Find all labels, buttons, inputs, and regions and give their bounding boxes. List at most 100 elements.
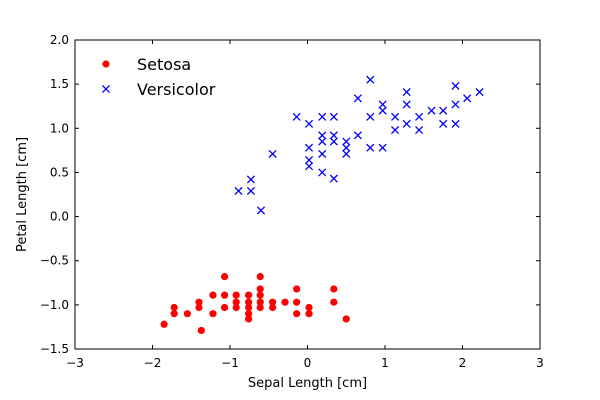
versicolor-point [439, 106, 448, 115]
versicolor-point-stroke-b [439, 106, 448, 115]
versicolor-point [342, 149, 351, 158]
versicolor-point [415, 112, 424, 121]
versicolor-point-stroke-b [329, 131, 338, 140]
versicolor-point-stroke-b [342, 149, 351, 158]
versicolor-point [318, 131, 327, 140]
x-tick-label: 1 [381, 356, 389, 370]
setosa-point [245, 298, 253, 306]
legend: Setosa Versicolor [101, 55, 216, 99]
y-tick-label: −1.0 [40, 298, 69, 312]
versicolor-point-stroke-b [342, 137, 351, 146]
y-tick-label: 0.0 [50, 210, 69, 224]
versicolor-point [402, 100, 411, 109]
versicolor-point [256, 206, 266, 215]
versicolor-point-stroke-b [415, 112, 424, 121]
versicolor-point-stroke-b [304, 162, 314, 171]
versicolor-point [427, 106, 436, 115]
versicolor-point-stroke-b [318, 112, 327, 121]
x-tick-label: −1 [221, 356, 239, 370]
legend-marker-setosa [102, 60, 110, 68]
versicolor-point-stroke-b [329, 112, 338, 121]
setosa-point [245, 291, 253, 299]
versicolor-point [329, 131, 338, 140]
versicolor-point-stroke-b [415, 125, 424, 135]
setosa-point [220, 303, 229, 312]
setosa-point [293, 310, 301, 318]
versicolor-point [246, 175, 255, 184]
versicolor-point [268, 149, 277, 158]
legend-marker-versicolor-stroke-b [101, 84, 111, 94]
versicolor-point-stroke-b [246, 175, 255, 184]
versicolor-point-stroke-b [329, 174, 338, 183]
versicolor-point [304, 143, 314, 152]
versicolor-point [463, 94, 472, 103]
versicolor-point [318, 168, 327, 177]
setosa-point [245, 303, 253, 312]
versicolor-point-stroke-b [402, 119, 411, 128]
versicolor-point [402, 119, 411, 128]
versicolor-point-stroke-b [318, 149, 327, 158]
versicolor-point-stroke-b [353, 94, 362, 103]
versicolor-point-stroke-b [234, 186, 243, 196]
versicolor-point-stroke-b [342, 143, 351, 152]
versicolor-point [391, 112, 400, 121]
setosa-point [256, 298, 264, 306]
versicolor-point [451, 119, 460, 128]
versicolor-point-stroke-b [366, 112, 375, 121]
setosa-point [330, 285, 338, 293]
axis-ticks: −3 −2 −1 0 1 2 3 −1.5 −1.0 −0.5 0.0 0.5 1.0 1.5 2.0 [40, 33, 544, 370]
versicolor-point [402, 88, 411, 97]
versicolor-point [378, 106, 387, 115]
versicolor-point [475, 88, 484, 97]
setosa-point [245, 315, 253, 323]
versicolor-point-stroke-b [391, 112, 400, 121]
versicolor-point [246, 186, 255, 196]
versicolor-point-stroke-b [304, 119, 314, 128]
setosa-point [256, 291, 264, 299]
legend-label-setosa: Setosa [137, 55, 191, 74]
setosa-point [342, 315, 350, 323]
versicolor-point [378, 143, 387, 152]
versicolor-point [439, 119, 448, 128]
versicolor-point-stroke-b [427, 106, 436, 115]
setosa-point [195, 298, 203, 306]
versicolor-point-stroke-b [366, 75, 375, 84]
setosa-point [209, 310, 217, 318]
versicolor-point-stroke-b [318, 131, 327, 140]
setosa-point [330, 298, 338, 306]
setosa-point [269, 298, 277, 306]
versicolor-point-stroke-b [304, 156, 314, 165]
y-tick-label: −0.5 [40, 254, 69, 268]
versicolor-point [451, 81, 460, 90]
versicolor-point-stroke-b [329, 137, 338, 146]
setosa-point [197, 326, 205, 335]
setosa-point [170, 303, 178, 312]
setosa-point [256, 273, 264, 281]
versicolor-point-stroke-b [353, 131, 362, 140]
versicolor-point-stroke-b [366, 143, 375, 152]
versicolor-point-stroke-b [378, 106, 387, 115]
versicolor-point [391, 125, 400, 135]
y-tick-label: 1.0 [50, 121, 69, 135]
versicolor-point-stroke-b [439, 119, 448, 128]
setosa-point [269, 303, 277, 312]
versicolor-point [318, 149, 327, 158]
versicolor-point-stroke-b [463, 94, 472, 103]
versicolor-point [304, 162, 314, 171]
data-marks [160, 75, 484, 335]
setosa-point [183, 310, 191, 318]
versicolor-point [329, 112, 338, 121]
y-tick-label: 2.0 [50, 33, 69, 47]
versicolor-point-stroke-b [391, 125, 400, 135]
versicolor-point [342, 143, 351, 152]
versicolor-point-stroke-b [451, 81, 460, 90]
versicolor-point [342, 137, 351, 146]
x-tick-label: 2 [459, 356, 467, 370]
series-versicolor [234, 75, 484, 215]
setosa-point [195, 303, 203, 312]
setosa-point [160, 320, 168, 328]
y-tick-label: −1.5 [40, 342, 69, 356]
setosa-point [256, 303, 264, 312]
versicolor-point-stroke-b [292, 112, 301, 121]
versicolor-point [292, 112, 301, 121]
